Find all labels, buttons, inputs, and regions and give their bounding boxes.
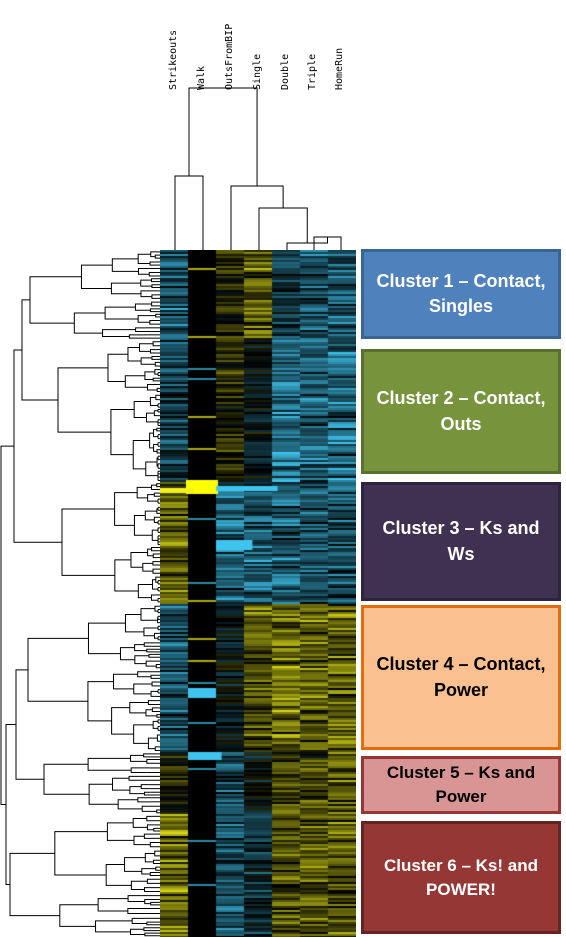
cluster-3-box: Cluster 3 – Ks and Ws	[361, 482, 561, 601]
cluster-4-box: Cluster 4 – Contact, Power	[361, 605, 561, 750]
heatmap	[160, 250, 356, 937]
cluster-1-box: Cluster 1 – Contact, Singles	[361, 249, 561, 339]
row-dendrogram	[0, 251, 160, 937]
cluster-2-box: Cluster 2 – Contact, Outs	[361, 349, 561, 474]
cluster-6-box: Cluster 6 – Ks! and POWER!	[361, 821, 561, 934]
column-dendrogram	[174, 87, 342, 250]
cluster-5-box: Cluster 5 – Ks and Power	[361, 756, 561, 814]
